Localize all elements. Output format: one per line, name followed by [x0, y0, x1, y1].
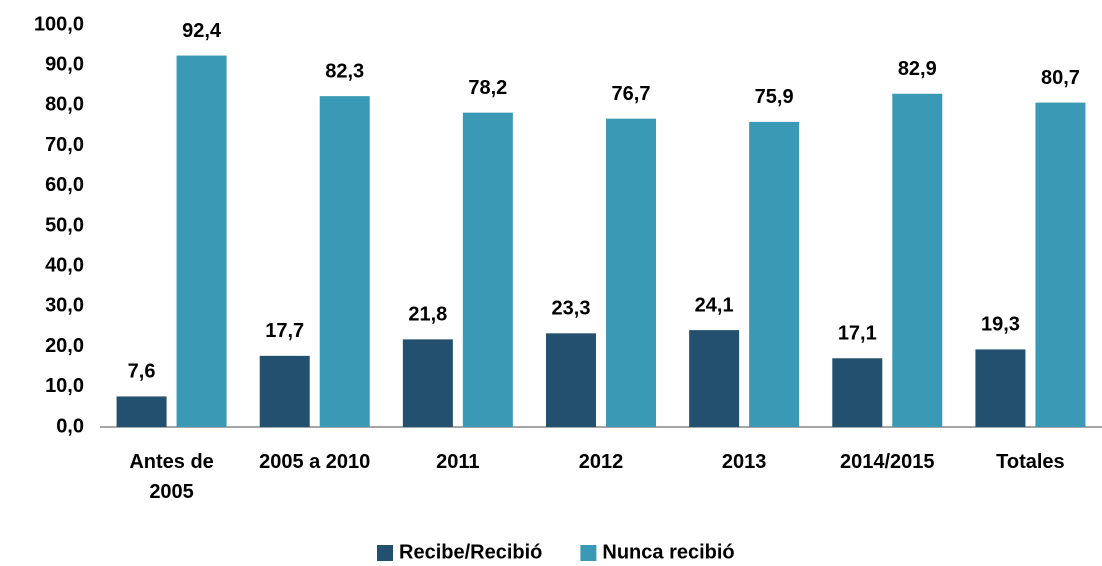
- x-tick-label: 2005 a 2010: [259, 451, 371, 473]
- bar: [462, 112, 513, 428]
- legend-label: Recibe/Recibió: [399, 541, 542, 563]
- bar: [402, 339, 453, 427]
- legend-swatch: [377, 545, 393, 561]
- y-tick-label: 0,0: [56, 415, 84, 437]
- bar: [1035, 102, 1086, 427]
- value-label: 21,8: [408, 304, 447, 326]
- legend-swatch: [580, 545, 597, 561]
- bar: [689, 330, 740, 427]
- x-tick-label: 2012: [578, 451, 624, 473]
- value-label: 75,9: [755, 86, 794, 108]
- bar: [259, 355, 310, 427]
- y-tick-label: 70,0: [45, 134, 84, 156]
- y-tick-label: 40,0: [45, 254, 84, 276]
- value-label: 7,6: [128, 361, 156, 383]
- value-label: 19,3: [981, 314, 1020, 336]
- bar: [892, 93, 943, 427]
- bar: [832, 358, 883, 427]
- bar: [606, 118, 656, 427]
- y-tick-label: 90,0: [45, 53, 84, 75]
- y-tick-label: 80,0: [45, 94, 84, 116]
- x-tick-label: 2013: [721, 451, 767, 473]
- bar: [116, 396, 167, 427]
- value-label: 78,2: [468, 77, 507, 99]
- legend-label: Nunca recibió: [602, 541, 734, 563]
- y-tick-label: 100,0: [34, 13, 84, 35]
- bar: [749, 121, 800, 427]
- value-label: 17,7: [265, 320, 304, 342]
- value-label: 92,4: [182, 20, 222, 42]
- bar: [546, 333, 596, 427]
- value-label: 23,3: [552, 298, 591, 320]
- value-label: 82,9: [898, 58, 937, 80]
- x-tick-label: 2011: [436, 451, 480, 473]
- y-tick-label: 50,0: [45, 214, 84, 236]
- y-tick-label: 10,0: [45, 375, 84, 397]
- value-label: 76,7: [612, 83, 651, 105]
- y-tick-label: 20,0: [45, 335, 84, 357]
- x-tick-label: Antes de 2005: [129, 451, 214, 503]
- x-tick-label: 2014/2015: [840, 451, 935, 473]
- y-tick-label: 30,0: [45, 295, 84, 317]
- value-label: 80,7: [1041, 67, 1080, 89]
- bar: [319, 96, 370, 428]
- y-tick-label: 60,0: [45, 174, 84, 196]
- bar: [176, 55, 227, 427]
- value-label: 24,1: [695, 294, 734, 316]
- value-label: 17,1: [838, 323, 877, 345]
- bar: [975, 349, 1026, 427]
- value-label: 82,3: [325, 60, 364, 82]
- x-tick-label: Totales: [996, 451, 1065, 473]
